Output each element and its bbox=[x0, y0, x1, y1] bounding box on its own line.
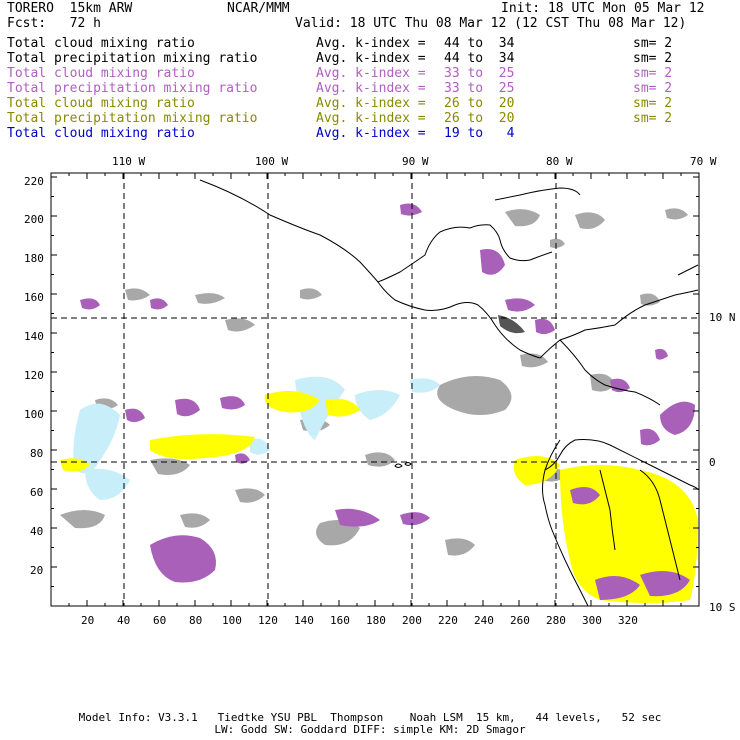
legend-kindex: Avg. k-index = bbox=[316, 36, 434, 51]
lat-label: 0 bbox=[709, 456, 716, 469]
lon-label: 90 W bbox=[402, 155, 429, 168]
y-index-label: 100 bbox=[24, 408, 44, 421]
x-index-label: 140 bbox=[294, 614, 314, 627]
x-index-label: 300 bbox=[582, 614, 602, 627]
legend-range: 44 to 34 bbox=[444, 51, 515, 66]
model-title: TORERO 15km ARW bbox=[7, 1, 133, 16]
x-index-label: 260 bbox=[510, 614, 530, 627]
y-index-label: 80 bbox=[30, 447, 44, 460]
lon-label: 70 W bbox=[690, 155, 717, 168]
x-index-label: 320 bbox=[618, 614, 638, 627]
x-index-label: 160 bbox=[330, 614, 350, 627]
y-index-label: 200 bbox=[24, 213, 44, 226]
footer-physics: LW: Godd SW: Goddard DIFF: simple KM: 2D… bbox=[214, 723, 526, 736]
x-index-label: 80 bbox=[189, 614, 203, 627]
y-index-label: 20 bbox=[30, 564, 44, 577]
legend-field: Total cloud mixing ratio bbox=[7, 66, 195, 81]
y-index-label: 60 bbox=[30, 486, 44, 499]
x-index-label: 220 bbox=[438, 614, 458, 627]
y-index-label: 120 bbox=[24, 369, 44, 382]
purple-cloud-areas bbox=[80, 203, 695, 600]
legend-field: Total precipitation mixing ratio bbox=[7, 51, 258, 66]
legend-sm: sm= 2 bbox=[633, 111, 673, 126]
y-index-label: 40 bbox=[30, 525, 44, 538]
legend-field: Total precipitation mixing ratio bbox=[7, 111, 258, 126]
field-layer bbox=[60, 179, 699, 606]
legend-field: Total precipitation mixing ratio bbox=[7, 81, 258, 96]
x-index-label: 200 bbox=[402, 614, 422, 627]
legend-sm: sm= 2 bbox=[633, 96, 673, 111]
legend-field: Total cloud mixing ratio bbox=[7, 36, 195, 51]
valid-time: Valid: 18 UTC Thu 08 Mar 12 (12 CST Thu … bbox=[295, 16, 687, 31]
lat-label: 10 S bbox=[709, 601, 736, 614]
x-index-label: 240 bbox=[474, 614, 494, 627]
legend-sm: sm= 2 bbox=[633, 81, 673, 96]
legend-kindex: Avg. k-index = bbox=[316, 81, 434, 96]
x-index-label: 60 bbox=[153, 614, 167, 627]
coastlines bbox=[199, 179, 699, 606]
x-index-label: 280 bbox=[546, 614, 566, 627]
legend-kindex: Avg. k-index = bbox=[316, 126, 434, 141]
legend-sm: sm= 2 bbox=[633, 36, 673, 51]
y-index-label: 140 bbox=[24, 330, 44, 343]
lon-label: 80 W bbox=[546, 155, 573, 168]
legend-range: 26 to 20 bbox=[444, 96, 515, 111]
init-time: Init: 18 UTC Mon 05 Mar 12 bbox=[501, 1, 705, 16]
legend-range: 44 to 34 bbox=[444, 36, 515, 51]
x-index-label: 40 bbox=[117, 614, 131, 627]
lat-lon-grid bbox=[51, 173, 699, 606]
lat-label: 10 N bbox=[709, 311, 736, 324]
x-index-label: 120 bbox=[258, 614, 278, 627]
yellow-cloud-areas bbox=[60, 391, 698, 603]
legend-range: 19 to 4 bbox=[444, 126, 515, 141]
legend-field: Total cloud mixing ratio bbox=[7, 126, 195, 141]
footer-model-info: Model Info: V3.3.1 Tiedtke YSU PBL Thomp… bbox=[78, 711, 662, 724]
lon-label: 110 W bbox=[112, 155, 146, 168]
frame-ticks bbox=[50, 173, 700, 607]
legend-kindex: Avg. k-index = bbox=[316, 96, 434, 111]
legend-field: Total cloud mixing ratio bbox=[7, 96, 195, 111]
forecast-hour: Fcst: 72 h bbox=[7, 16, 101, 31]
legend-range: 26 to 20 bbox=[444, 111, 515, 126]
legend-kindex: Avg. k-index = bbox=[316, 66, 434, 81]
legend-sm: sm= 2 bbox=[633, 51, 673, 66]
x-index-label: 180 bbox=[366, 614, 386, 627]
x-index-label: 100 bbox=[222, 614, 242, 627]
legend-range: 33 to 25 bbox=[444, 66, 515, 81]
legend-range: 33 to 25 bbox=[444, 81, 515, 96]
dark-cloud-areas bbox=[498, 315, 525, 334]
y-index-label: 180 bbox=[24, 252, 44, 265]
x-index-label: 20 bbox=[81, 614, 95, 627]
y-index-label: 220 bbox=[24, 175, 44, 188]
lon-label: 100 W bbox=[255, 155, 289, 168]
legend-kindex: Avg. k-index = bbox=[316, 51, 434, 66]
org-label: NCAR/MMM bbox=[227, 1, 290, 16]
legend-sm: sm= 2 bbox=[633, 66, 673, 81]
legend-kindex: Avg. k-index = bbox=[316, 111, 434, 126]
y-index-label: 160 bbox=[24, 291, 44, 304]
